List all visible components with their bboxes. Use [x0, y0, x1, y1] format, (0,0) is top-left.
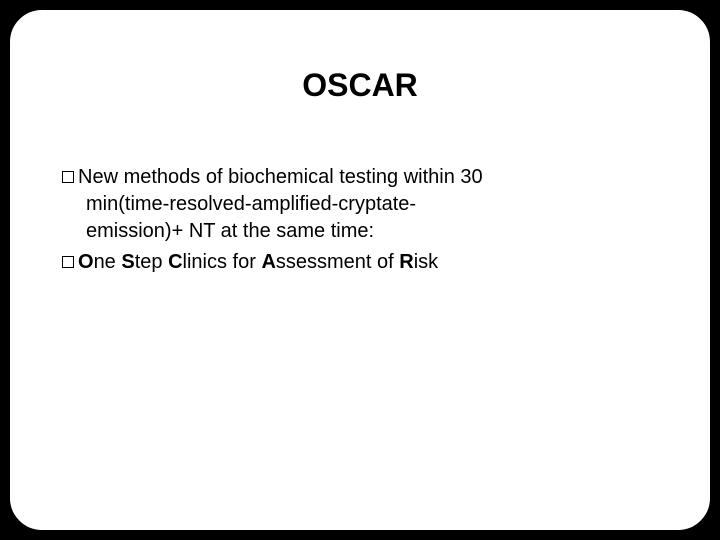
square-bullet-icon	[62, 256, 74, 268]
bullet-text-cont: emission)+ NT at the same time:	[86, 218, 658, 245]
bullet-item: One Step Clinics for Assessment of Risk	[62, 249, 658, 276]
bullet-text: New methods of biochemical testing withi…	[78, 166, 483, 188]
slide-content: New methods of biochemical testing withi…	[62, 164, 658, 276]
bullet-text: One Step Clinics for Assessment of Risk	[78, 251, 438, 273]
square-bullet-icon	[62, 171, 74, 183]
slide-title: OSCAR	[62, 67, 658, 104]
bullet-text-cont: min(time-resolved-amplified-cryptate-	[86, 191, 658, 218]
slide-frame: OSCAR New methods of biochemical testing…	[10, 10, 710, 530]
bullet-item: New methods of biochemical testing withi…	[62, 164, 658, 245]
